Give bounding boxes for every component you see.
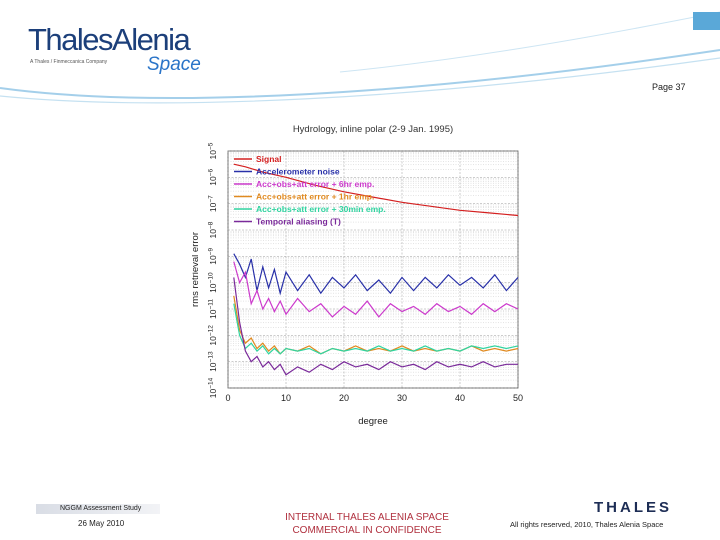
y-tick-label: 10−10 (208, 272, 219, 293)
legend-label: Accelerometer noise (256, 167, 340, 177)
chart-title: Hydrology, inline polar (2-9 Jan. 1995) (293, 124, 453, 135)
x-tick-label: 10 (281, 393, 291, 403)
confidentiality-notice: INTERNAL THALES ALENIA SPACE COMMERCIAL … (262, 511, 472, 537)
confidentiality-line-2: COMMERCIAL IN CONFIDENCE (292, 525, 442, 536)
y-tick-label: 10−5 (208, 142, 219, 159)
page-number: Page 37 (652, 82, 686, 92)
series-line (233, 295, 519, 355)
legend-label: Acc+obs+att error + 6hr emp. (256, 179, 374, 189)
logo-space-text: Space (147, 54, 201, 75)
legend-label: Signal (256, 154, 282, 164)
chart-svg: Hydrology, inline polar (2-9 Jan. 1995) 1… (190, 124, 523, 427)
x-tick-label: 0 (225, 393, 230, 403)
series-line (233, 253, 519, 296)
series-line (233, 163, 519, 217)
y-tick-label: 10−11 (208, 299, 219, 319)
x-tick-label: 50 (513, 393, 523, 403)
logo-brand-text: ThalesAlenia (28, 22, 191, 57)
footer-study-title: NGGM Assessment Study (36, 504, 160, 514)
footer-rights: All rights reserved, 2010, Thales Alenia… (510, 520, 664, 529)
legend-label: Acc+obs+att error + 30min emp. (256, 204, 386, 214)
footer-date: 26 May 2010 (78, 519, 125, 528)
legend-label: Temporal aliasing (T) (256, 217, 341, 227)
y-tick-label: 10−14 (208, 377, 219, 398)
y-tick-label: 10−9 (208, 248, 219, 265)
y-axis-label: rms retrieval error (192, 232, 201, 307)
logo-tagline: A Thales / Finmeccanica Company (30, 59, 108, 65)
chart: Hydrology, inline polar (2-9 Jan. 1995) 1… (190, 118, 532, 428)
thales-alenia-space-logo: ThalesAlenia A Thales / Finmeccanica Com… (24, 20, 201, 76)
y-tick-label: 10−6 (208, 169, 219, 186)
x-tick-label: 30 (397, 393, 407, 403)
y-tick-label: 10−8 (208, 221, 219, 238)
x-axis-label: degree (358, 416, 388, 427)
x-tick-label: 40 (455, 393, 465, 403)
series-line (233, 261, 519, 318)
y-tick-label: 10−13 (208, 351, 219, 372)
y-tick-label: 10−7 (208, 195, 219, 212)
series-line (233, 277, 518, 376)
thales-logo: THALES (594, 499, 672, 516)
legend-label: Acc+obs+att error + 1hr emp. (256, 192, 374, 202)
confidentiality-line-1: INTERNAL THALES ALENIA SPACE (285, 512, 449, 523)
series-line (233, 303, 519, 355)
header-swoosh (0, 11, 720, 104)
y-tick-label: 10−12 (208, 325, 219, 346)
x-tick-label: 20 (339, 393, 349, 403)
